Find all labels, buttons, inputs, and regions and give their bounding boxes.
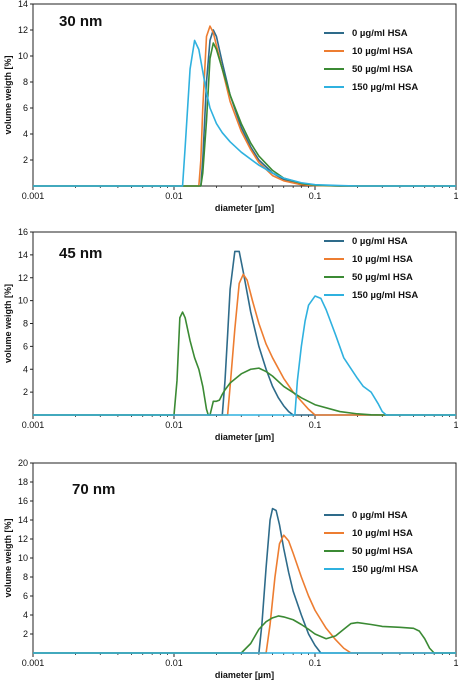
legend-label: 150 µg/ml HSA bbox=[352, 82, 418, 93]
y-tick-label: 6 bbox=[23, 103, 28, 113]
y-tick-label: 6 bbox=[23, 341, 28, 351]
x-tick-label: 0.01 bbox=[165, 191, 183, 201]
x-tick-label: 0.1 bbox=[309, 191, 322, 201]
x-axis-label: diameter [µm] bbox=[215, 432, 274, 442]
y-tick-label: 18 bbox=[18, 477, 28, 487]
x-tick-label: 1 bbox=[453, 420, 458, 430]
y-tick-label: 14 bbox=[18, 515, 28, 525]
legend-label: 10 µg/ml HSA bbox=[352, 46, 413, 57]
panel-title: 70 nm bbox=[72, 481, 115, 498]
legend-label: 50 µg/ml HSA bbox=[352, 272, 413, 283]
legend-label: 0 µg/ml HSA bbox=[352, 510, 408, 521]
y-tick-label: 12 bbox=[18, 25, 28, 35]
x-tick-label: 1 bbox=[453, 658, 458, 668]
x-tick-label: 0.01 bbox=[165, 658, 183, 668]
series-line-4 bbox=[33, 295, 456, 416]
y-tick-label: 2 bbox=[23, 629, 28, 639]
y-tick-label: 10 bbox=[18, 296, 28, 306]
plot-frame-1 bbox=[32, 3, 457, 187]
y-tick-label: 16 bbox=[18, 496, 28, 506]
x-tick-label: 0.1 bbox=[309, 420, 322, 430]
y-tick-label: 4 bbox=[23, 364, 28, 374]
series-line-1 bbox=[33, 250, 456, 416]
x-tick-label: 0.1 bbox=[309, 658, 322, 668]
panel-title: 30 nm bbox=[59, 13, 102, 30]
x-axis-label: diameter [µm] bbox=[215, 670, 274, 680]
series-line-2 bbox=[33, 25, 456, 187]
x-tick-label: 0.001 bbox=[22, 658, 45, 668]
series-line-3 bbox=[33, 311, 456, 416]
x-tick-label: 0.001 bbox=[22, 420, 45, 430]
legend-label: 0 µg/ml HSA bbox=[352, 236, 408, 247]
y-tick-label: 4 bbox=[23, 610, 28, 620]
legend-label: 10 µg/ml HSA bbox=[352, 528, 413, 539]
y-tick-label: 6 bbox=[23, 591, 28, 601]
x-tick-label: 0.001 bbox=[22, 191, 45, 201]
y-axis-label: volume weigth [%] bbox=[3, 518, 13, 597]
y-tick-label: 10 bbox=[18, 51, 28, 61]
legend-label: 150 µg/ml HSA bbox=[352, 564, 418, 575]
x-tick-label: 0.01 bbox=[165, 420, 183, 430]
y-tick-label: 14 bbox=[18, 0, 28, 9]
y-tick-label: 8 bbox=[23, 572, 28, 582]
y-tick-label: 20 bbox=[18, 458, 28, 468]
y-tick-label: 12 bbox=[18, 273, 28, 283]
x-axis-label: diameter [µm] bbox=[215, 203, 274, 213]
legend-label: 10 µg/ml HSA bbox=[352, 254, 413, 265]
series-line-1 bbox=[33, 507, 456, 654]
legend-label: 50 µg/ml HSA bbox=[352, 64, 413, 75]
legend-label: 50 µg/ml HSA bbox=[352, 546, 413, 557]
y-tick-label: 14 bbox=[18, 250, 28, 260]
series-line-2 bbox=[33, 273, 456, 416]
y-tick-label: 12 bbox=[18, 534, 28, 544]
y-axis-label: volume weigth [%] bbox=[3, 284, 13, 363]
y-tick-label: 2 bbox=[23, 387, 28, 397]
y-tick-label: 8 bbox=[23, 77, 28, 87]
y-axis-label: volume weigth [%] bbox=[3, 55, 13, 134]
y-tick-label: 2 bbox=[23, 155, 28, 165]
y-tick-label: 4 bbox=[23, 129, 28, 139]
y-tick-label: 8 bbox=[23, 319, 28, 329]
legend-label: 0 µg/ml HSA bbox=[352, 28, 408, 39]
panel-title: 45 nm bbox=[59, 245, 102, 262]
series-line-2 bbox=[33, 534, 456, 654]
series-line-3 bbox=[33, 615, 456, 654]
x-tick-label: 1 bbox=[453, 191, 458, 201]
series-line-4 bbox=[33, 39, 456, 187]
y-tick-label: 10 bbox=[18, 553, 28, 563]
y-tick-label: 16 bbox=[18, 227, 28, 237]
legend-label: 150 µg/ml HSA bbox=[352, 290, 418, 301]
